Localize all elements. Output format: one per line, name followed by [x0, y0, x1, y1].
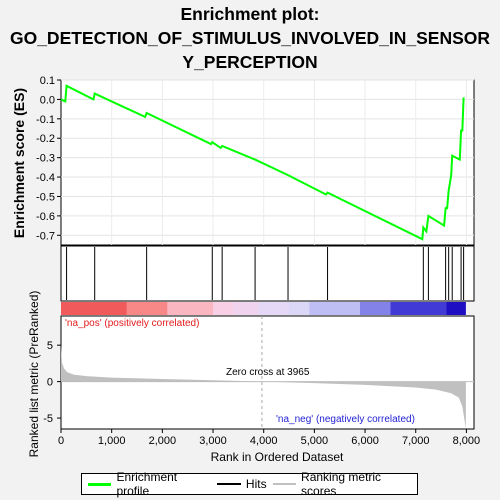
- metric-y-tick-label: 5: [47, 340, 53, 352]
- es-y-tick-label: -0.6: [36, 211, 55, 223]
- metric-panel: Zero cross at 3965 'na_pos' (positively …: [27, 291, 480, 464]
- es-panel: 0.1 0.0 -0.1 -0.2 -0.3 -0.4 -0.5 -0.6 -0.7 Enric…: [11, 75, 475, 246]
- legend: Enrichment profile Hits Ranking metric s…: [81, 470, 418, 498]
- metric-y-axis-label: Ranked list metric (PreRanked): [27, 291, 41, 458]
- es-plot-area: [60, 79, 475, 246]
- color-bar-segment: [213, 302, 234, 315]
- legend-swatch-metric: [272, 483, 297, 485]
- x-tick-label: 0: [58, 435, 64, 447]
- legend-item-enrichment: Enrichment profile: [88, 470, 211, 498]
- color-bar-segment: [309, 302, 360, 315]
- title-line-3: Y_PERCEPTION: [182, 52, 318, 72]
- metric-y-tick-label: -5: [43, 413, 53, 425]
- enrichment-profile-line: [60, 84, 465, 241]
- es-y-axis-label: Enrichment score (ES): [11, 88, 27, 238]
- es-y-tick-label: -0.1: [36, 114, 55, 126]
- title-line-1: Enrichment plot:: [180, 4, 320, 24]
- metric-y-ticks: 5 0 -5: [43, 340, 61, 425]
- color-bar-segment: [289, 302, 310, 315]
- x-tick-label: 5,000: [301, 435, 329, 447]
- x-tick-label: 4,000: [250, 435, 278, 447]
- x-tick-label: 2,000: [149, 435, 177, 447]
- es-grid: [61, 79, 474, 245]
- legend-label-enrichment: Enrichment profile: [116, 470, 178, 498]
- neg-correlated-label: 'na_neg' (negatively correlated): [276, 414, 415, 425]
- color-bar-segment: [390, 302, 447, 315]
- es-y-tick-label: -0.4: [36, 172, 55, 184]
- legend-swatch-enrichment: [88, 482, 112, 486]
- hits-lines: [66, 247, 465, 300]
- es-y-tick-label: -0.2: [36, 133, 55, 145]
- hits-panel: [60, 245, 475, 302]
- x-tick-label: 1,000: [98, 435, 126, 447]
- hits-plot-area: [60, 245, 475, 302]
- x-axis-label: Rank in Ordered Dataset: [211, 450, 344, 464]
- legend-item-metric: Ranking metric scores: [272, 470, 417, 498]
- zero-cross-label: Zero cross at 3965: [226, 367, 310, 378]
- color-bar-segment: [359, 302, 391, 315]
- metric-plot-area: [60, 315, 475, 430]
- metric-x-ticks: 0 1,000 2,000 3,000 4,000 5,000 6,000 7,000 8,00…: [58, 429, 480, 447]
- es-y-tick-label: 0.0: [40, 94, 55, 106]
- legend-item-hits: Hits: [216, 477, 267, 491]
- x-tick-label: 8,000: [453, 435, 481, 447]
- color-bar-segment: [167, 302, 214, 315]
- legend-label-hits: Hits: [245, 477, 267, 491]
- chart-title: Enrichment plot: GO_DETECTION_OF_STIMULU…: [0, 2, 500, 74]
- x-tick-label: 7,000: [402, 435, 430, 447]
- legend-label-metric: Ranking metric scores: [301, 470, 382, 498]
- color-bar-segment: [233, 302, 259, 315]
- es-y-tick-label: -0.5: [36, 191, 55, 203]
- color-bar-segment: [446, 302, 466, 315]
- color-bar-segment: [126, 302, 168, 315]
- pos-correlated-label: 'na_pos' (positively correlated): [65, 318, 199, 329]
- x-tick-label: 3,000: [199, 435, 227, 447]
- color-bar-segment: [258, 302, 290, 315]
- color-bar-segment: [61, 302, 127, 315]
- x-tick-label: 6,000: [351, 435, 379, 447]
- ranking-color-bar: [61, 302, 466, 315]
- es-y-tick-label: 0.1: [40, 75, 55, 87]
- es-y-ticks: 0.1 0.0 -0.1 -0.2 -0.3 -0.4 -0.5 -0.6 -0.7: [36, 75, 61, 242]
- metric-y-tick-label: 0: [47, 377, 53, 389]
- title-line-2: GO_DETECTION_OF_STIMULUS_INVOLVED_IN_SEN…: [9, 28, 491, 48]
- es-y-tick-label: -0.7: [36, 230, 55, 242]
- es-y-tick-label: -0.3: [36, 153, 55, 165]
- legend-swatch-hits: [216, 483, 241, 485]
